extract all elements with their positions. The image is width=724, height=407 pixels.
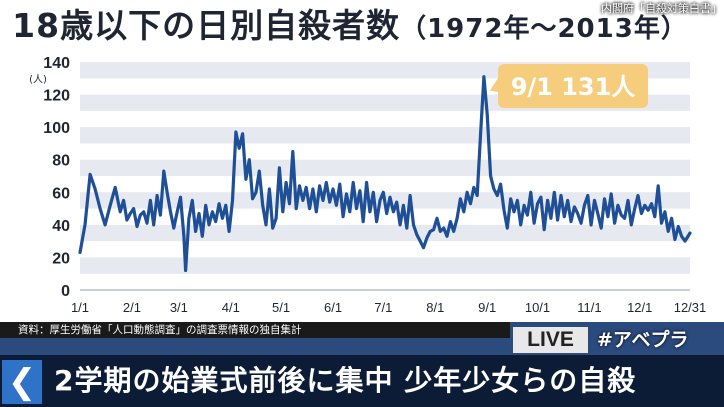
y-tick-label: 40 <box>52 218 70 235</box>
x-tick-label: 5/1 <box>272 300 290 315</box>
callout-box <box>498 64 648 108</box>
y-tick-label: 0 <box>61 283 70 300</box>
grid-band <box>80 127 690 144</box>
line-chart: 0 20 40 60 80 100 120 140(人) 1/1 2/1 3/1 4/1 5/1 6/1 7… <box>29 55 707 315</box>
x-tick-label: 9/1 <box>478 300 496 315</box>
x-tick-label: 6/1 <box>324 300 342 315</box>
x-tick-label: 8/1 <box>426 300 444 315</box>
x-tick-label: 7/1 <box>374 300 392 315</box>
chevron-left-icon: ❮ <box>7 362 37 402</box>
y-tick-label: 20 <box>52 250 70 267</box>
page-title: 18歳以下の日別自殺者数（1972年～2013年） <box>0 2 700 50</box>
y-tick-label: 80 <box>52 153 70 170</box>
y-tick-label: 100 <box>43 120 70 137</box>
y-tick-label: 120 <box>43 88 70 105</box>
y-tick-label: 60 <box>52 185 70 202</box>
title-subtitle: （1972年～2013年） <box>400 14 688 44</box>
callout-label: 9/1 131人 <box>511 73 636 101</box>
y-axis-unit: (人) <box>29 73 47 85</box>
callout-pointer <box>489 78 498 92</box>
hashtag-label: #アベプラ <box>597 329 689 351</box>
y-tick-label: 140 <box>43 55 70 72</box>
x-tick-label: 12/31 <box>674 300 707 315</box>
back-button[interactable]: ❮ <box>2 360 42 404</box>
x-tick-label: 2/1 <box>123 300 141 315</box>
chart-panel: 0 20 40 60 80 100 120 140 (人) 1/1 2/1 3/1 4/1 5/1 6/1 7… <box>0 52 724 322</box>
live-badge: LIVE <box>513 327 588 353</box>
x-tick-label: 4/1 <box>222 300 240 315</box>
title-main: 18歳以下の日別自殺者数 <box>12 6 401 45</box>
x-tick-label: 1/1 <box>71 300 89 315</box>
x-tick-label: 11/1 <box>577 300 601 315</box>
x-tick-label: 12/1 <box>627 300 652 315</box>
x-tick-label: 3/1 <box>170 300 188 315</box>
news-ticker <box>0 355 724 407</box>
grid-band <box>80 159 690 176</box>
grid-band <box>80 224 690 242</box>
grid-band <box>80 257 690 274</box>
x-tick-label: 10/1 <box>525 300 550 315</box>
data-source-note: 資料：厚生労働省「人口動態調査」の調査票情報の独自集計 <box>0 322 510 338</box>
title-bar: 18歳以下の日別自殺者数（1972年～2013年） <box>0 0 724 52</box>
series-line <box>78 75 692 273</box>
ticker-headline: 2学期の始業式前後に集中 少年少女らの自殺 <box>54 364 637 397</box>
source-tag: 内閣府「自殺対策白書」 <box>601 2 722 15</box>
